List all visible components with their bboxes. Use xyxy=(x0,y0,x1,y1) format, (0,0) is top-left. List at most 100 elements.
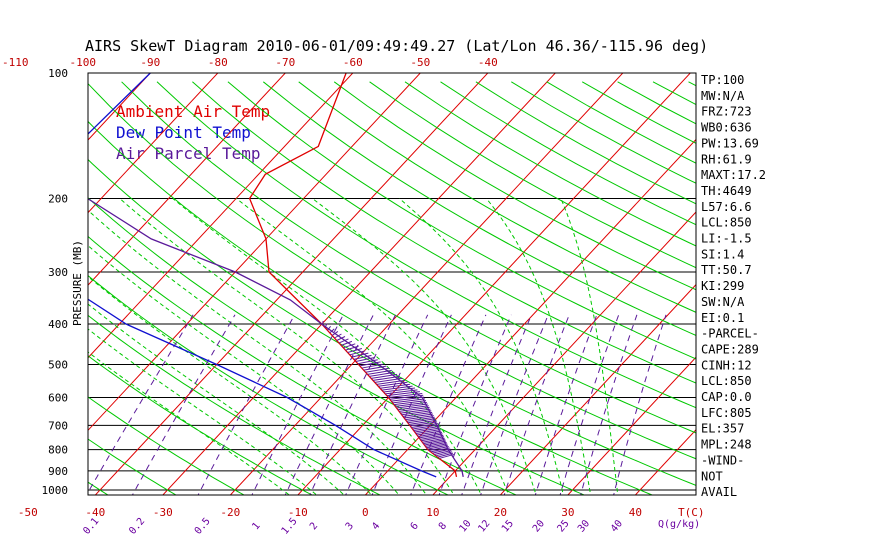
cape-hatch xyxy=(355,357,375,363)
moist-adiabat xyxy=(88,303,345,495)
cape-hatch xyxy=(439,453,454,459)
index-value: LCL:850 xyxy=(701,216,752,230)
bottom-temp-tick-label: 10 xyxy=(426,506,439,519)
cape-hatch xyxy=(381,385,413,391)
pressure-tick-label: 300 xyxy=(48,266,68,279)
cape-hatch xyxy=(359,361,381,367)
mixing-ratio-line xyxy=(309,314,396,495)
pressure-tick-label: 800 xyxy=(48,444,68,457)
cape-hatch xyxy=(393,400,427,406)
mixing-ratio-label: 0.5 xyxy=(193,516,213,537)
mixing-ratio-label: 1.5 xyxy=(280,516,300,537)
mixing-ratio-line xyxy=(251,314,344,495)
cape-hatch xyxy=(424,440,447,446)
dry-adiabat xyxy=(652,81,696,106)
bottom-temp-unit: T(C) xyxy=(678,506,705,519)
dry-adiabat xyxy=(88,275,450,495)
cape-hatch xyxy=(388,392,423,398)
moist-adiabat xyxy=(88,244,400,495)
index-value: PW:13.69 xyxy=(701,136,759,150)
dry-adiabat xyxy=(262,81,696,336)
bottom-temp-tick-label: -30 xyxy=(153,506,173,519)
cape-hatch xyxy=(391,396,425,402)
index-value: TT:50.7 xyxy=(701,263,752,277)
cape-hatch xyxy=(369,371,395,377)
dry-adiabat xyxy=(88,158,654,495)
index-value: FRZ:723 xyxy=(701,105,752,119)
cape-hatch xyxy=(408,419,437,425)
index-value: AVAIL xyxy=(701,485,737,499)
dry-adiabat xyxy=(88,197,586,495)
moist-adiabat xyxy=(312,198,537,495)
isotherm-line xyxy=(162,73,556,495)
mixing-ratio-line xyxy=(438,314,512,495)
pressure-tick-label: 400 xyxy=(48,318,68,331)
pressure-tick-label: 700 xyxy=(48,419,68,432)
cape-hatch xyxy=(336,336,346,341)
cape-hatch xyxy=(428,446,449,451)
mixing-ratio-label: 40 xyxy=(609,518,625,534)
index-value: KI:299 xyxy=(701,279,744,293)
legend-air-parcel-temp: Air Parcel Temp xyxy=(116,144,261,163)
cape-hatch xyxy=(395,401,427,407)
mixing-ratio-line xyxy=(197,314,296,495)
index-value: TP:100 xyxy=(701,73,744,87)
bottom-temp-tick-label: 0 xyxy=(362,506,369,519)
dry-adiabat xyxy=(404,81,696,247)
top-temp-tick-label: -70 xyxy=(275,56,295,69)
cape-hatch xyxy=(435,451,453,457)
bottom-temp-tick-label: -20 xyxy=(220,506,240,519)
mixing-ratio-label: 0.2 xyxy=(127,516,147,537)
cape-hatch xyxy=(338,338,349,344)
dry-adiabat xyxy=(440,81,696,226)
index-value: LCL:850 xyxy=(701,374,752,388)
pressure-tick-label: 100 xyxy=(48,67,68,80)
moist-adiabat xyxy=(88,275,373,495)
dry-adiabat xyxy=(333,81,696,291)
cape-hatch xyxy=(380,383,411,389)
mixing-ratio-line xyxy=(131,314,236,495)
cape-hatch xyxy=(351,352,369,358)
cape-hatch xyxy=(363,365,387,371)
isotherm-line xyxy=(88,73,286,286)
isotherm-line xyxy=(767,64,870,499)
cape-hatch xyxy=(376,379,406,385)
moist-adiabat xyxy=(399,198,564,495)
cape-hatch xyxy=(367,369,392,375)
cape-hatch xyxy=(392,398,426,404)
cape-hatch xyxy=(400,408,431,414)
mixing-ratio-label: 10 xyxy=(458,518,474,534)
mixing-ratio-line xyxy=(534,314,598,495)
legend: Ambient Air Temp Dew Point Temp Air Parc… xyxy=(116,102,270,163)
cape-hatch xyxy=(413,426,440,432)
mixing-ratio-line xyxy=(559,314,620,495)
dry-adiabat xyxy=(298,81,696,313)
bottom-temp-tick-label: 30 xyxy=(561,506,574,519)
cape-hatch xyxy=(324,323,328,328)
index-value: SW:N/A xyxy=(701,295,745,309)
dry-adiabat xyxy=(88,314,382,495)
cape-hatch xyxy=(386,391,420,397)
index-value: CAP:0.0 xyxy=(701,390,752,404)
pressure-tick-label: 1000 xyxy=(42,484,69,497)
mixing-ratio-label: 4 xyxy=(370,521,382,533)
dry-adiabat xyxy=(369,81,696,269)
cape-hatch xyxy=(345,345,359,351)
pressure-tick-label: 900 xyxy=(48,465,68,478)
isotherm-line xyxy=(0,64,24,499)
mixing-ratio-label: 8 xyxy=(437,521,449,533)
cape-hatch xyxy=(420,434,444,440)
cape-hatch xyxy=(417,431,443,437)
index-value: LI:-1.5 xyxy=(701,232,752,246)
y-axis-label: PRESSURE (MB) xyxy=(71,240,84,326)
dry-adiabat xyxy=(88,120,696,486)
dry-adiabat xyxy=(88,438,177,495)
index-value: EI:0.1 xyxy=(701,311,744,325)
isotherm-line xyxy=(567,356,696,495)
index-value: RH:61.9 xyxy=(701,152,752,166)
isotherm-line xyxy=(88,73,151,141)
cape-hatch xyxy=(421,436,445,442)
cape-hatch xyxy=(374,377,403,383)
cape-hatch xyxy=(371,373,398,379)
cape-hatch xyxy=(353,354,372,360)
